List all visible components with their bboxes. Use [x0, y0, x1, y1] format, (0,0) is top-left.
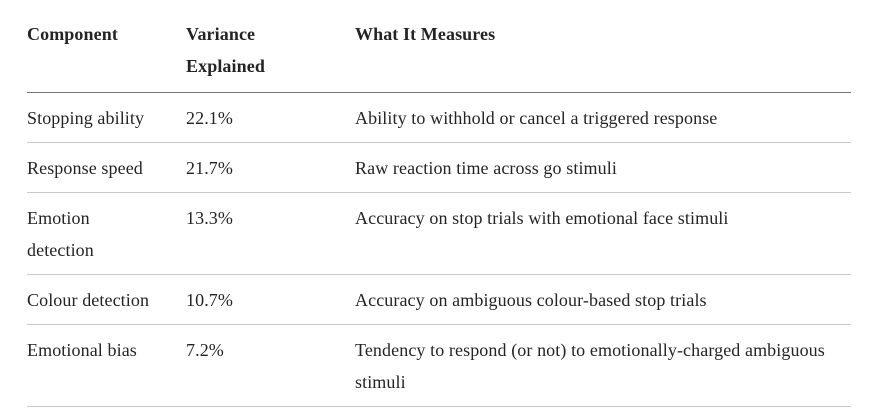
table-row: Emotion detection 13.3% Accuracy on stop…	[27, 192, 851, 275]
cell-component: Response speed	[27, 142, 186, 193]
table-row: Stopping ability 22.1% Ability to withho…	[27, 92, 851, 143]
cell-variance: 10.7%	[186, 274, 355, 325]
table-row: Emotional bias 7.2% Tendency to respond …	[27, 324, 851, 407]
cell-measures: Accuracy on ambiguous colour-based stop …	[355, 274, 851, 325]
cell-variance: 7.2%	[186, 324, 355, 407]
variance-explained-table: Component Variance Explained What It Mea…	[27, 0, 851, 407]
table-header-row: Component Variance Explained What It Mea…	[27, 0, 851, 93]
table-row: Colour detection 10.7% Accuracy on ambig…	[27, 274, 851, 325]
cell-component: Emotional bias	[27, 324, 186, 407]
cell-measures: Tendency to respond (or not) to emotiona…	[355, 324, 851, 407]
cell-component: Emotion detection	[27, 192, 186, 275]
table-row: Response speed 21.7% Raw reaction time a…	[27, 142, 851, 193]
cell-variance: 22.1%	[186, 92, 355, 143]
column-header-component: Component	[27, 0, 186, 93]
cell-variance: 13.3%	[186, 192, 355, 275]
cell-measures: Raw reaction time across go stimuli	[355, 142, 851, 193]
cell-variance: 21.7%	[186, 142, 355, 193]
cell-component: Colour detection	[27, 274, 186, 325]
column-header-what-it-measures: What It Measures	[355, 0, 851, 93]
cell-measures: Accuracy on stop trials with emotional f…	[355, 192, 851, 275]
column-header-variance-explained: Variance Explained	[186, 0, 355, 93]
cell-measures: Ability to withhold or cancel a triggere…	[355, 92, 851, 143]
cell-component: Stopping ability	[27, 92, 186, 143]
